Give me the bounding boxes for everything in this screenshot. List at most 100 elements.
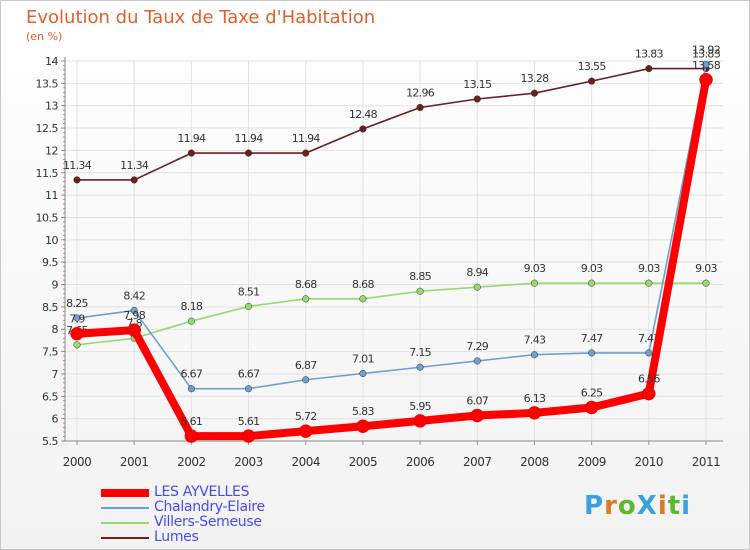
data-point-lumes [645,65,653,73]
y-tick-label: 8.5 [42,301,58,314]
data-point-chalandry-elaire [130,306,138,315]
x-tick-label: 2000 [63,455,92,469]
data-label-les-ayvelles: 5.95 [409,400,431,413]
legend-swatch [101,507,149,509]
data-point-lumes [73,176,81,184]
data-label-les-ayvelles: 6.25 [581,386,603,399]
y-tick-label: 13.5 [36,77,59,90]
data-label-les-ayvelles: 5.61 [181,415,203,428]
y-tick-label: 6 [52,413,59,426]
data-point-lumes [130,176,138,184]
data-point-chalandry-elaire [359,369,367,378]
legend-label: Villers-Semeuse [154,514,262,530]
data-point-les-ayvelles [241,429,256,443]
data-point-les-ayvelles [184,429,199,443]
y-tick-label: 7.5 [42,346,58,359]
data-point-les-ayvelles [584,400,599,415]
data-point-les-ayvelles [527,406,542,420]
data-label-les-ayvelles: 6.07 [466,395,488,408]
data-label-villers-semeuse: 9.03 [695,262,717,275]
y-tick-label: 13 [45,100,58,113]
data-point-les-ayvelles [699,73,713,87]
logo-letter: i [681,491,692,521]
chart-title: Evolution du Taux de Taxe d'Habitation [26,7,376,28]
x-tick-label: 2008 [520,455,549,469]
data-point-les-ayvelles [470,408,485,423]
data-point-lumes [244,149,253,157]
y-tick-label: 5.5 [42,435,58,448]
data-point-villers-semeuse [359,295,367,303]
y-tick-label: 9.5 [42,256,58,269]
data-point-chalandry-elaire [244,385,253,393]
data-label-les-ayvelles: 13.58 [692,59,721,72]
y-tick-label: 8 [52,323,59,336]
data-label-chalandry-elaire: 8.42 [123,289,145,302]
data-point-lumes [588,77,596,85]
legend-swatch [101,522,149,524]
data-point-les-ayvelles [127,323,141,337]
data-label-chalandry-elaire: 13.92 [692,44,720,57]
x-tick-label: 2007 [463,455,492,469]
data-label-lumes: 12.48 [349,108,378,121]
data-point-villers-semeuse [530,279,539,287]
data-point-les-ayvelles [298,424,313,438]
data-label-chalandry-elaire: 6.67 [238,368,260,381]
data-label-villers-semeuse: 9.03 [638,262,660,275]
y-tick-label: 6.5 [42,390,58,403]
logo-letter: P [584,491,605,521]
series-line-les-ayvelles [73,75,710,441]
x-tick-label: 2011 [692,455,721,469]
series-line-villers-semeuse [76,282,707,346]
x-tick-label: 2006 [406,455,435,469]
data-label-villers-semeuse: 8.94 [466,266,488,279]
data-label-lumes: 11.94 [292,132,321,145]
data-label-les-ayvelles: 6.13 [524,392,546,405]
data-label-chalandry-elaire: 6.87 [295,359,317,372]
y-tick-label: 10 [45,234,58,247]
y-tick-label: 11 [45,189,58,202]
data-label-les-ayvelles: 5.83 [352,405,374,418]
data-label-lumes: 13.55 [578,60,607,73]
data-label-chalandry-elaire: 7.47 [581,332,603,345]
series-line-chalandry-elaire [76,63,707,390]
data-label-les-ayvelles: 7.9 [69,313,85,326]
data-point-villers-semeuse [73,341,81,349]
logo-letter: t [667,491,682,521]
data-point-lumes [473,95,481,103]
x-tick-label: 2005 [349,455,378,469]
data-point-lumes [187,149,195,157]
legend-label: Lumes [154,529,199,545]
data-point-villers-semeuse [416,287,424,295]
data-point-chalandry-elaire [702,61,710,69]
proxiti-logo: ProXiti [584,491,691,521]
data-label-villers-semeuse: 8.68 [352,278,374,291]
x-tick-label: 2009 [577,455,606,469]
series-line-lumes [76,67,707,181]
y-tick-label: 11.5 [36,167,59,180]
data-point-chalandry-elaire [473,357,481,365]
y-tick-label: 14 [45,55,58,68]
data-point-villers-semeuse [588,279,596,287]
data-point-lumes [530,89,539,97]
data-label-lumes: 13.15 [463,78,492,91]
data-point-chalandry-elaire [588,349,596,357]
data-point-villers-semeuse [702,279,710,287]
legend-swatch [101,537,149,539]
data-label-lumes: 11.94 [177,132,206,145]
data-label-chalandry-elaire: 8.25 [66,297,88,310]
logo-letter: i [657,491,668,521]
data-label-villers-semeuse: 8.85 [409,270,431,283]
data-point-les-ayvelles [356,419,370,433]
legend-label: LES AYVELLES [154,484,250,500]
data-point-chalandry-elaire [302,376,310,384]
data-label-villers-semeuse: 8.68 [295,278,317,291]
data-point-chalandry-elaire [187,385,195,393]
data-label-lumes: 11.94 [235,132,264,145]
data-label-lumes: 13.83 [692,48,721,61]
y-tick-label: 12.5 [36,122,59,135]
data-label-les-ayvelles: 6.56 [638,373,660,386]
data-point-les-ayvelles [642,386,656,401]
data-label-chalandry-elaire: 7.15 [409,346,431,359]
logo-letter: X [636,491,658,521]
data-label-villers-semeuse: 9.03 [524,262,546,275]
